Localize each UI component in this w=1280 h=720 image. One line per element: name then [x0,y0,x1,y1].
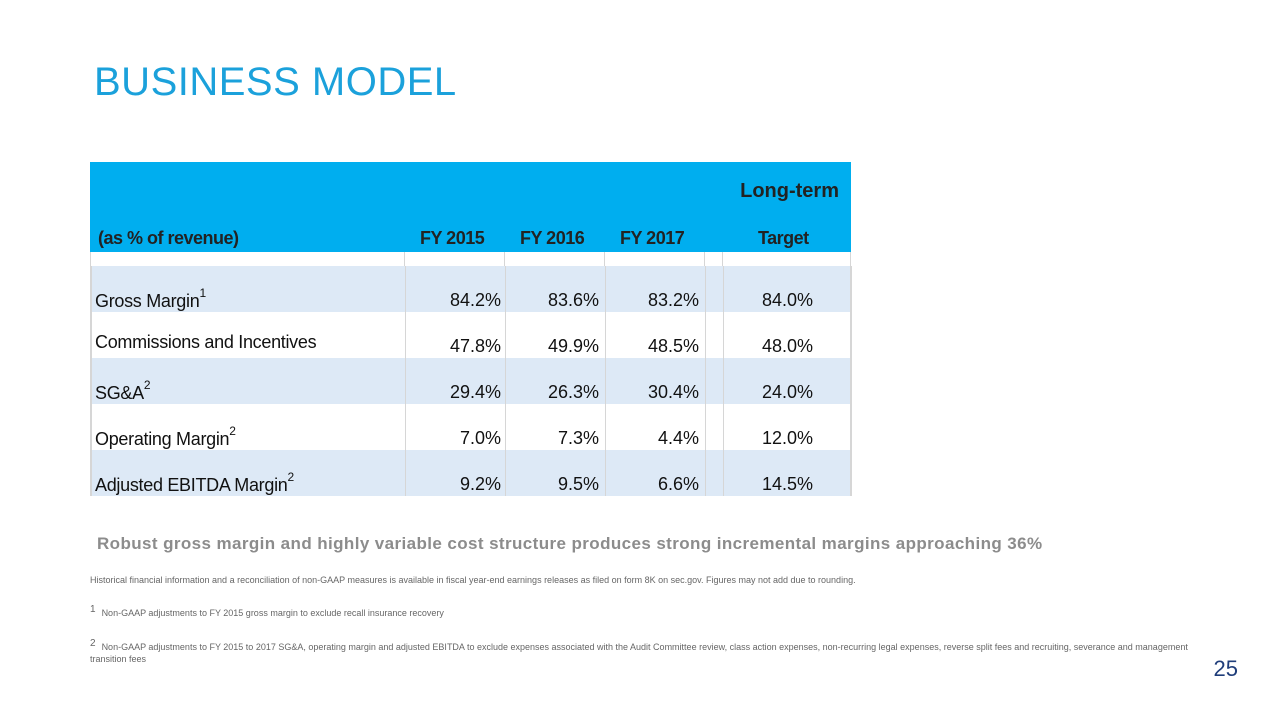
row-label: Operating Margin2 [95,424,236,450]
cell-fy2017: 83.2% [647,290,699,310]
row-label: Adjusted EBITDA Margin2 [95,470,294,496]
slide-title: BUSINESS MODEL [94,60,457,104]
footnote-2: 2 Non-GAAP adjustments to FY 2015 to 2017… [90,638,1205,665]
table-row: Operating Margin2 7.0% 7.3% 4.4% 12.0% [90,404,852,450]
row-label: Gross Margin1 [95,286,206,312]
table-row: Commissions and Incentives 47.8% 49.9% 48.5… [90,312,852,358]
long-term-label: Long-term [740,180,839,202]
cell-fy2015: 9.2% [459,474,501,494]
header-fy2015: FY 2015 [420,228,485,248]
footnote-2-marker: 2 [90,638,96,649]
header-spacer-row [90,252,851,266]
tagline: Robust gross margin and highly variable … [97,534,1043,553]
cell-fy2015: 29.4% [449,382,501,402]
footnote-marker: 1 [199,286,206,300]
header-fy2016: FY 2016 [520,228,585,248]
footnote-1: 1 Non-GAAP adjustments to FY 2015 gross m… [90,604,1190,619]
table-row: SG&A2 29.4% 26.3% 30.4% 24.0% [90,358,852,404]
row-label-text: Commissions and Incentives [95,332,317,352]
header-target: Target [758,228,809,248]
row-label-text: SG&A [95,383,144,403]
footnote-marker: 2 [229,424,236,438]
cell-fy2016: 49.9% [547,336,599,356]
cell-fy2015: 47.8% [449,336,501,356]
cell-fy2017: 30.4% [647,382,699,402]
cell-fy2015: 84.2% [449,290,501,310]
row-label: Commissions and Incentives [95,332,317,353]
table-row: Adjusted EBITDA Margin2 9.2% 9.5% 6.6% 14.5% [90,450,852,496]
cell-target: 84.0% [761,290,813,310]
footnote-marker: 2 [143,378,151,392]
cell-fy2017: 48.5% [647,336,699,356]
footnote-general: Historical financial information and a r… [90,575,856,585]
row-label-text: Operating Margin [95,429,230,449]
header-row-label: (as % of revenue) [98,228,239,248]
footnote-1-marker: 1 [90,604,96,615]
cell-fy2016: 26.3% [547,382,599,402]
cell-target: 12.0% [761,428,813,448]
footnote-marker: 2 [287,470,295,484]
cell-target: 14.5% [761,474,813,494]
cell-fy2015: 7.0% [459,428,501,448]
table-header: Long-term (as % of revenue) FY 2015 FY 2… [90,162,851,252]
row-label-text: Gross Margin [95,291,200,311]
cell-fy2016: 7.3% [557,428,599,448]
cell-fy2017: 4.4% [657,428,699,448]
cell-fy2017: 6.6% [657,474,699,494]
cell-fy2016: 83.6% [547,290,599,310]
business-model-table: Long-term (as % of revenue) FY 2015 FY 2… [90,162,852,496]
page-number: 25 [1213,656,1238,681]
footnote-1-text: Non-GAAP adjustments to FY 2015 gross ma… [101,608,444,618]
header-fy2017: FY 2017 [620,228,685,248]
footnote-2-text: Non-GAAP adjustments to FY 2015 to 2017 … [90,642,1188,664]
cell-target: 48.0% [761,336,813,356]
table-body: Gross Margin1 84.2% 83.6% 83.2% 84.0% Commiss… [90,266,852,496]
cell-target: 24.0% [761,382,813,402]
cell-fy2016: 9.5% [557,474,599,494]
row-label-text: Adjusted EBITDA Margin [95,475,288,495]
row-label: SG&A2 [95,378,151,404]
table-row: Gross Margin1 84.2% 83.6% 83.2% 84.0% [90,266,852,312]
